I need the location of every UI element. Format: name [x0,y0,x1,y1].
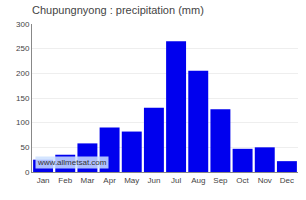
svg-text:Jul: Jul [171,176,181,185]
svg-text:Aug: Aug [191,176,205,185]
svg-text:Chupungnyong : precipitation (: Chupungnyong : precipitation (mm) [32,4,204,16]
svg-text:Jun: Jun [147,176,160,185]
svg-text:May: May [124,176,139,185]
svg-text:50: 50 [20,143,29,152]
svg-text:Jan: Jan [37,176,50,185]
svg-text:Dec: Dec [280,176,294,185]
svg-text:100: 100 [16,118,30,127]
svg-text:Feb: Feb [58,176,72,185]
svg-text:www.allmetsat.com: www.allmetsat.com [37,158,107,167]
svg-text:150: 150 [16,94,30,103]
svg-text:250: 250 [16,44,30,53]
svg-text:200: 200 [16,69,30,78]
svg-text:Sep: Sep [213,176,228,185]
svg-text:300: 300 [16,20,30,29]
svg-text:0: 0 [25,168,30,177]
svg-text:Nov: Nov [258,176,272,185]
svg-text:Oct: Oct [236,176,249,185]
svg-text:Apr: Apr [103,176,116,185]
svg-text:Mar: Mar [81,176,95,185]
